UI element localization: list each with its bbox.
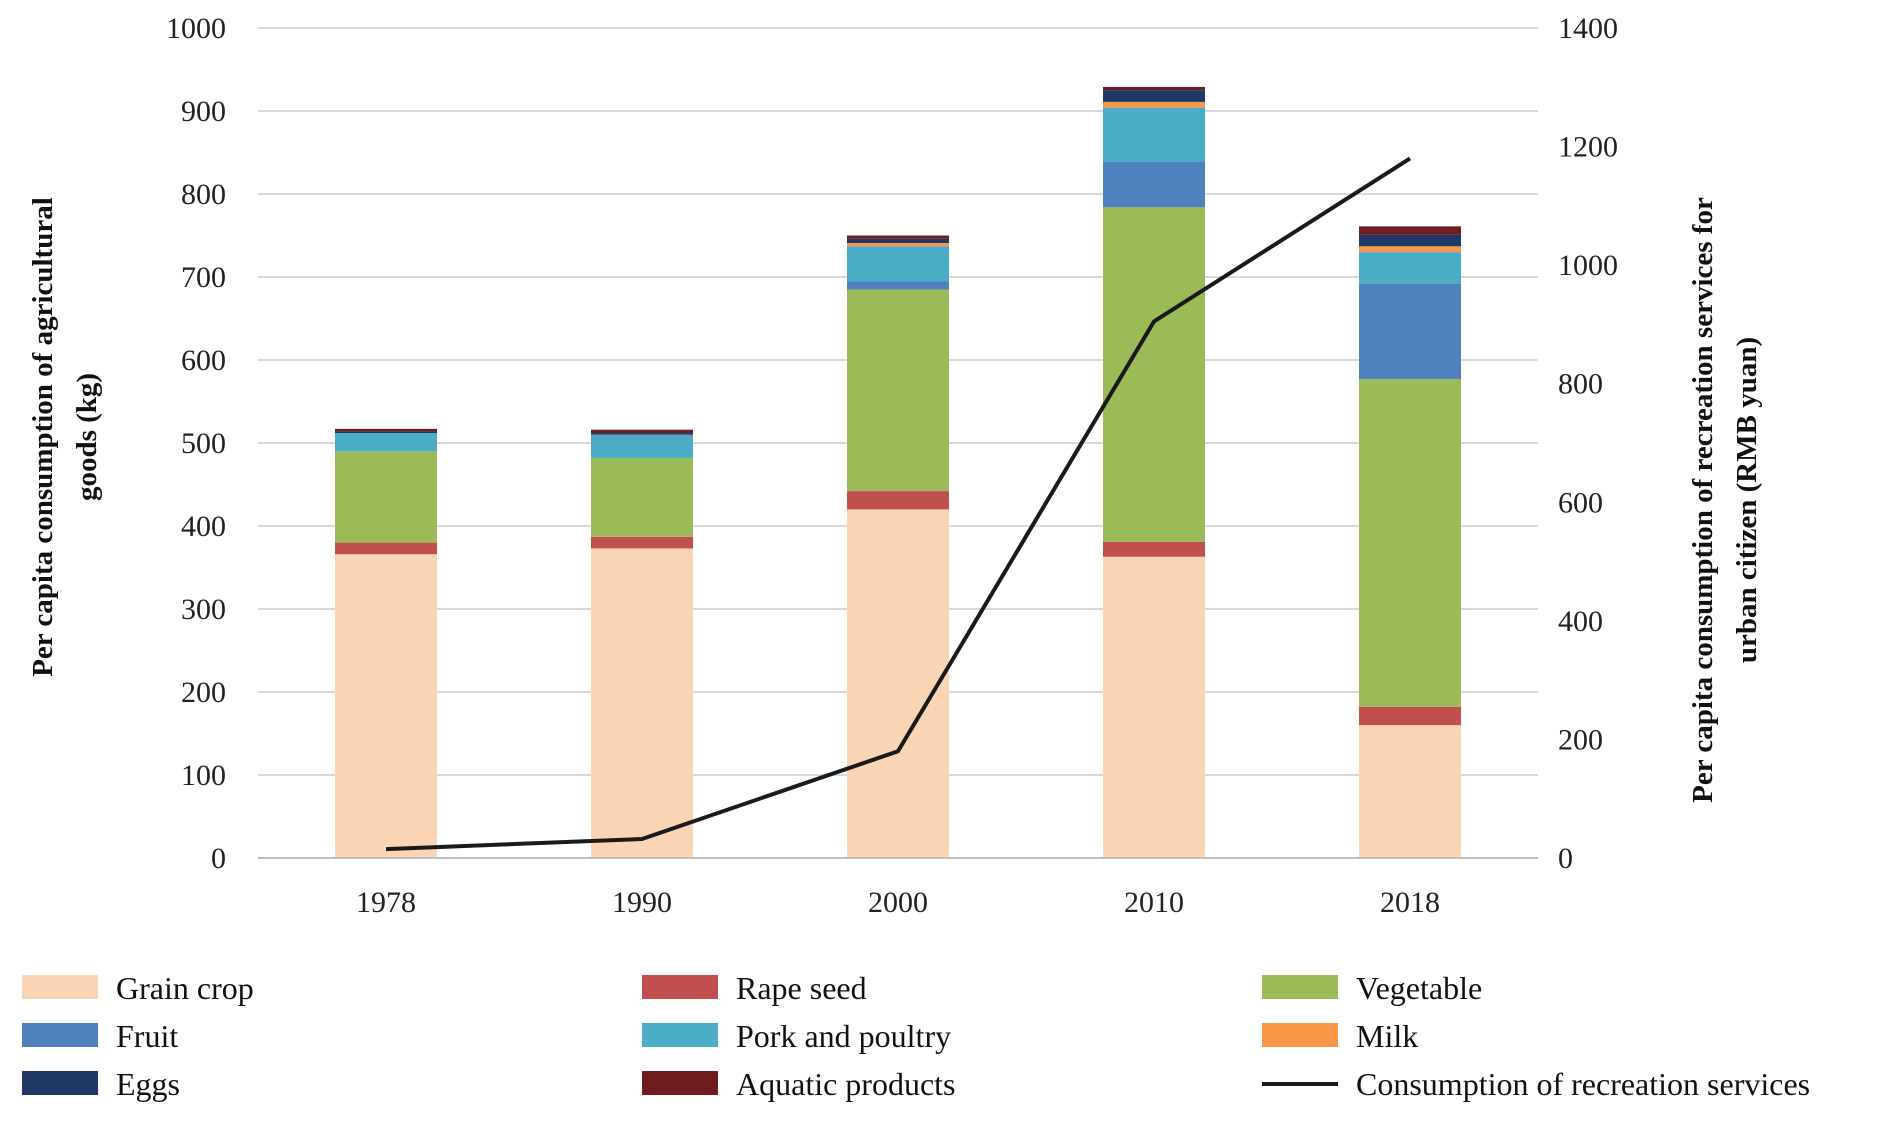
bar-vegetable-2018 bbox=[1359, 379, 1461, 707]
x-tick-label-2018: 2018 bbox=[1380, 886, 1440, 919]
right-tick-label: 400 bbox=[1558, 605, 1603, 638]
bar-eggs-2010 bbox=[1103, 90, 1205, 102]
left-axis-title: Per capita consumption of agricultural g… bbox=[27, 197, 103, 677]
left-tick-label: 800 bbox=[181, 178, 226, 211]
right-axis-title-line1: Per capita consumption of recreation ser… bbox=[1687, 197, 1719, 803]
bar-rape-seed-1990 bbox=[591, 536, 693, 549]
left-tick-label: 900 bbox=[181, 95, 226, 128]
bar-eggs-1978 bbox=[335, 431, 437, 434]
left-tick-label: 300 bbox=[181, 593, 226, 626]
left-axis-title-line1: Per capita consumption of agricultural bbox=[27, 197, 59, 677]
legend: Grain crop Rape seed Vegetable Fruit Pork an… bbox=[22, 970, 1810, 1102]
bar-fruit-2000 bbox=[847, 281, 949, 290]
legend-label-aquatic-products: Aquatic products bbox=[736, 1066, 956, 1102]
bar-pork-and-poultry-1990 bbox=[591, 434, 693, 458]
legend-swatch-vegetable bbox=[1262, 975, 1338, 999]
bar-grain-crop-2018 bbox=[1359, 725, 1461, 858]
bar-rape-seed-1978 bbox=[335, 542, 437, 555]
bar-grain-crop-2010 bbox=[1103, 556, 1205, 858]
right-tick-label: 0 bbox=[1558, 842, 1573, 875]
legend-swatch-fruit bbox=[22, 1023, 98, 1047]
legend-swatch-eggs bbox=[22, 1071, 98, 1095]
bar-milk-2010 bbox=[1103, 101, 1205, 108]
right-axis-ticks: 0 200 400 600 800 1000 1200 1400 bbox=[1558, 12, 1618, 875]
legend-label-eggs: Eggs bbox=[116, 1066, 180, 1102]
bar-milk-2018 bbox=[1359, 246, 1461, 253]
legend-label-consumption-of-recreation-services: Consumption of recreation services bbox=[1356, 1066, 1810, 1102]
bar-grain-crop-1990 bbox=[591, 548, 693, 858]
left-axis-title-line2: goods (kg) bbox=[71, 373, 103, 501]
right-axis-title: Per capita consumption of recreation ser… bbox=[1687, 197, 1763, 803]
bar-rape-seed-2018 bbox=[1359, 706, 1461, 726]
legend-swatch-rape-seed bbox=[642, 975, 718, 999]
right-tick-label: 200 bbox=[1558, 723, 1603, 756]
bar-rape-seed-2000 bbox=[847, 491, 949, 510]
right-tick-label: 1000 bbox=[1558, 249, 1618, 282]
legend-swatch-milk bbox=[1262, 1023, 1338, 1047]
bars bbox=[335, 86, 1461, 858]
bar-fruit-2018 bbox=[1359, 283, 1461, 380]
legend-label-milk: Milk bbox=[1356, 1018, 1418, 1054]
bar-rape-seed-2010 bbox=[1103, 541, 1205, 557]
legend-swatch-aquatic-products bbox=[642, 1071, 718, 1095]
bar-fruit-2010 bbox=[1103, 161, 1205, 208]
bar-vegetable-2000 bbox=[847, 289, 949, 492]
left-tick-label: 1000 bbox=[166, 12, 226, 45]
bar-pork-and-poultry-2010 bbox=[1103, 107, 1205, 162]
bar-pork-and-poultry-2000 bbox=[847, 246, 949, 282]
bar-aquatic-products-1990 bbox=[591, 429, 693, 434]
bar-eggs-1990 bbox=[591, 433, 693, 435]
legend-label-grain-crop: Grain crop bbox=[116, 970, 254, 1006]
bar-vegetable-2010 bbox=[1103, 207, 1205, 542]
left-tick-label: 500 bbox=[181, 427, 226, 460]
right-axis-title-line2: urban citizen (RMB yuan) bbox=[1731, 337, 1763, 663]
left-tick-label: 400 bbox=[181, 510, 226, 543]
bar-vegetable-1978 bbox=[335, 451, 437, 543]
right-tick-label: 1200 bbox=[1558, 131, 1618, 164]
x-tick-label-2010: 2010 bbox=[1124, 886, 1184, 919]
legend-label-pork-and-poultry: Pork and poultry bbox=[736, 1018, 951, 1054]
legend-swatch-grain-crop bbox=[22, 975, 98, 999]
bar-eggs-2000 bbox=[847, 238, 949, 243]
bar-aquatic-products-2018 bbox=[1359, 226, 1461, 235]
bar-aquatic-products-1978 bbox=[335, 428, 437, 432]
bar-grain-crop-2000 bbox=[847, 509, 949, 858]
bar-aquatic-products-2010 bbox=[1103, 86, 1205, 91]
left-tick-label: 0 bbox=[211, 842, 226, 875]
right-tick-label: 1400 bbox=[1558, 12, 1618, 45]
bar-aquatic-products-2000 bbox=[847, 235, 949, 239]
right-tick-label: 800 bbox=[1558, 368, 1603, 401]
legend-label-fruit: Fruit bbox=[116, 1018, 178, 1054]
legend-label-rape-seed: Rape seed bbox=[736, 970, 867, 1006]
legend-swatch-pork-and-poultry bbox=[642, 1023, 718, 1047]
left-axis-ticks: 0 100 200 300 400 500 600 700 800 900 1000 bbox=[166, 12, 226, 875]
bar-pork-and-poultry-2018 bbox=[1359, 252, 1461, 284]
bar-eggs-2018 bbox=[1359, 234, 1461, 247]
legend-label-vegetable: Vegetable bbox=[1356, 970, 1482, 1006]
x-axis-ticks: 1978 1990 2000 2010 2018 bbox=[356, 886, 1440, 919]
bar-milk-2000 bbox=[847, 242, 949, 247]
x-tick-label-1978: 1978 bbox=[356, 886, 416, 919]
recreation-line-layer bbox=[385, 156, 1412, 852]
bar-grain-crop-1978 bbox=[335, 554, 437, 858]
bar-vegetable-1990 bbox=[591, 457, 693, 537]
right-tick-label: 600 bbox=[1558, 486, 1603, 519]
x-tick-label-1990: 1990 bbox=[612, 886, 672, 919]
x-tick-label-2000: 2000 bbox=[868, 886, 928, 919]
left-tick-label: 700 bbox=[181, 261, 226, 294]
left-tick-label: 100 bbox=[181, 759, 226, 792]
left-tick-label: 200 bbox=[181, 676, 226, 709]
bar-pork-and-poultry-1978 bbox=[335, 433, 437, 452]
left-tick-label: 600 bbox=[181, 344, 226, 377]
